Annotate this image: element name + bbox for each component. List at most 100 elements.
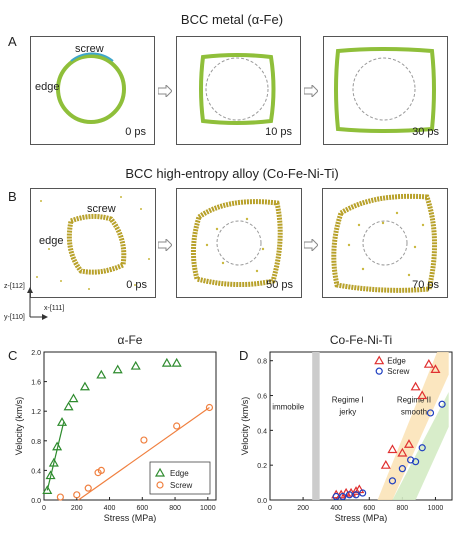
label-screw: screw bbox=[75, 43, 104, 55]
alpha-fe-frame-10ps: 10 ps bbox=[176, 36, 301, 145]
y-tick-label: 0.8 bbox=[257, 359, 267, 366]
x-axis-label: Stress (MPa) bbox=[104, 513, 157, 523]
annotation-regime-2: Regime II bbox=[397, 395, 431, 404]
data-point-screw bbox=[438, 400, 446, 408]
data-point-edge bbox=[45, 470, 56, 480]
data-point-screw bbox=[352, 491, 360, 499]
chart-alpha-fe: α-Fe 0 200 400 600 800 1000 0.0 0.4 0.8 1.2 1.6 2.0 S… bbox=[14, 333, 217, 523]
edge-regime-band bbox=[377, 352, 449, 500]
y-tick-label: 0.4 bbox=[31, 468, 41, 475]
y-tick-label: 0.4 bbox=[257, 428, 267, 435]
alloy-loop-70ps bbox=[331, 193, 437, 293]
alloy-frame-70ps: 70 ps bbox=[322, 188, 448, 298]
y-tick-label: 1.6 bbox=[31, 380, 41, 387]
fit-line-edge bbox=[46, 422, 65, 491]
data-point-screw bbox=[388, 477, 397, 485]
axis-z-label: z-[112] bbox=[4, 283, 25, 290]
y-tick-label: 1.2 bbox=[31, 409, 41, 416]
plot-frame bbox=[269, 351, 453, 501]
data-point-edge bbox=[410, 381, 421, 391]
alloy-frame-50ps: 50 ps bbox=[176, 188, 302, 298]
chart-cofeniti: Co-Fe-Ni-Ti 0 200 400 600 800 1000 0.0 0.2 0.4 0.6… bbox=[240, 333, 453, 523]
axis-x-label: x-[111] bbox=[44, 305, 65, 312]
arrow-right-icon bbox=[303, 237, 319, 256]
data-point-screw bbox=[426, 409, 435, 417]
x-tick-label: 800 bbox=[397, 505, 409, 512]
label-edge: edge bbox=[35, 81, 60, 93]
immobile-band bbox=[312, 352, 320, 500]
data-point-edge bbox=[130, 360, 141, 370]
data-point-screw bbox=[345, 491, 354, 499]
label-edge: edge bbox=[39, 235, 64, 247]
x-tick-label: 200 bbox=[71, 505, 83, 512]
alloy-frame-0ps: screw edge 0 ps bbox=[30, 188, 156, 298]
legend-label-edge: Edge bbox=[170, 469, 189, 478]
data-point-screw bbox=[84, 484, 92, 492]
data-point-screw bbox=[418, 444, 426, 452]
data-point-screw bbox=[73, 491, 81, 499]
arrow-right-icon bbox=[157, 237, 173, 256]
panel-letter-d: D bbox=[239, 348, 249, 363]
x-tick-label: 0 bbox=[42, 505, 46, 512]
dislocation-loop-square bbox=[334, 47, 436, 133]
data-point-screw bbox=[173, 422, 181, 430]
y-tick-label: 0.0 bbox=[257, 498, 267, 505]
data-point-edge bbox=[112, 364, 123, 374]
label-screw: screw bbox=[87, 203, 116, 215]
panel-letter-a: A bbox=[8, 34, 17, 49]
data-point-edge bbox=[351, 486, 362, 495]
alloy-loop-0ps bbox=[36, 196, 150, 290]
legend-box bbox=[149, 461, 211, 495]
arrow-right-icon bbox=[157, 83, 173, 102]
data-point-edge bbox=[52, 441, 63, 451]
data-point-edge bbox=[380, 459, 391, 469]
data-point-screw bbox=[140, 436, 148, 444]
crystal-axes: z-[112] x-[111] y-[110] bbox=[4, 283, 74, 325]
section-b-title: BCC high-entropy alloy (Co-Fe-Ni-Ti) bbox=[125, 166, 339, 181]
x-tick-label: 400 bbox=[330, 505, 342, 512]
chart-title: Co-Fe-Ni-Ti bbox=[330, 333, 392, 347]
data-point-screw bbox=[339, 492, 347, 501]
data-point-screw bbox=[412, 458, 420, 466]
time-label: 30 ps bbox=[412, 126, 439, 138]
data-point-edge bbox=[79, 381, 90, 391]
data-point-edge bbox=[171, 357, 182, 367]
x-tick-label: 800 bbox=[169, 505, 181, 512]
time-label: 0 ps bbox=[125, 126, 146, 138]
x-tick-label: 1000 bbox=[200, 505, 216, 512]
time-label: 70 ps bbox=[412, 279, 439, 291]
data-point-screw bbox=[359, 489, 367, 497]
y-axis-label: Velocity (km/s) bbox=[14, 397, 24, 456]
data-point-edge bbox=[42, 485, 53, 494]
y-tick-label: 0.2 bbox=[257, 463, 267, 470]
annotation-jerky: jerky bbox=[338, 408, 356, 417]
data-point-edge bbox=[430, 364, 441, 374]
data-point-screw bbox=[375, 367, 383, 375]
time-label: 10 ps bbox=[265, 126, 292, 138]
x-tick-label: 400 bbox=[104, 505, 116, 512]
fit-line-screw bbox=[78, 407, 210, 501]
data-point-edge bbox=[387, 444, 398, 454]
data-point-edge bbox=[63, 401, 74, 411]
y-tick-label: 2.0 bbox=[31, 350, 41, 357]
x-axis-label: Stress (MPa) bbox=[335, 513, 388, 523]
chart-title: α-Fe bbox=[118, 333, 143, 347]
data-point-screw bbox=[56, 493, 64, 501]
legend-label-screw: Screw bbox=[387, 367, 409, 376]
data-point-edge bbox=[374, 355, 385, 365]
data-point-screw bbox=[398, 465, 406, 473]
data-point-edge bbox=[96, 369, 107, 379]
data-point-screw bbox=[332, 492, 340, 501]
screw-regime-band bbox=[392, 392, 449, 500]
y-tick-label: 0.6 bbox=[257, 394, 267, 401]
data-point-edge bbox=[417, 390, 428, 400]
y-tick-label: 0.8 bbox=[31, 439, 41, 446]
data-point-edge bbox=[56, 417, 68, 426]
arrow-right-icon bbox=[303, 83, 319, 102]
axes-arrows-icon bbox=[27, 287, 48, 320]
x-tick-label: 600 bbox=[136, 505, 148, 512]
alpha-fe-frame-30ps: 30 ps bbox=[323, 36, 448, 145]
data-point-screw bbox=[97, 466, 105, 474]
data-point-screw bbox=[156, 481, 164, 489]
panel-letter-c: C bbox=[8, 348, 18, 363]
